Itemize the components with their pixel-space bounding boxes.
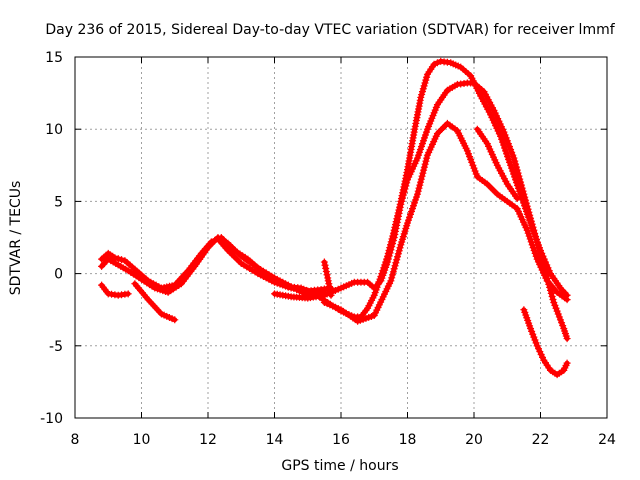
y-tick-label: 15 (45, 50, 63, 66)
series-arc6 (271, 79, 571, 343)
x-tick-label: 22 (532, 432, 550, 448)
y-tick-label: 10 (45, 122, 63, 138)
series-markers (520, 306, 571, 379)
series-arc9 (473, 125, 521, 203)
series-arc3 (98, 281, 132, 299)
y-tick-label: 5 (54, 194, 63, 210)
series-markers (320, 119, 571, 325)
y-tick-label: -5 (49, 339, 63, 355)
series-markers (98, 281, 132, 299)
series-arc4 (131, 280, 179, 324)
y-axis-label: SDTVAR / TECUs (8, 181, 24, 296)
axis-ticks: 8 10 12 14 16 18 20 22 24 -10 -5 0 5 10 15 (40, 50, 616, 448)
y-tick-label: -10 (40, 411, 63, 427)
x-tick-label: 18 (399, 432, 417, 448)
series-line (272, 80, 570, 342)
series-markers (320, 258, 335, 299)
x-tick-label: 12 (199, 432, 217, 448)
series-markers (131, 280, 179, 324)
data-series (98, 57, 571, 379)
y-tick-label: 0 (54, 267, 63, 283)
series-arc8 (320, 258, 335, 299)
x-tick-label: 8 (71, 432, 80, 448)
series-markers (473, 125, 521, 203)
x-axis-label: GPS time / hours (281, 458, 398, 474)
x-tick-label: 20 (465, 432, 483, 448)
x-tick-label: 14 (266, 432, 284, 448)
x-tick-label: 10 (133, 432, 151, 448)
series-arc7 (320, 119, 571, 325)
chart-title: Day 236 of 2015, Sidereal Day-to-day VTE… (45, 22, 615, 38)
x-tick-label: 24 (598, 432, 616, 448)
series-arc10 (520, 306, 571, 379)
x-tick-label: 16 (332, 432, 350, 448)
grid-lines (75, 57, 607, 418)
plot-frame (74, 56, 608, 419)
